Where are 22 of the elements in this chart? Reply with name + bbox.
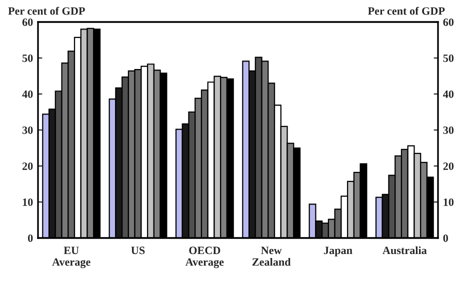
y-tick-label: 20	[22, 162, 33, 170]
y-tick-label: 0	[28, 234, 33, 242]
y-tick-label: 50	[22, 54, 33, 62]
y2-tick-label: 10	[444, 198, 454, 206]
y2-tick-label: 0	[443, 234, 448, 242]
y2-tick-label: 20	[443, 162, 454, 170]
y-tick-label: 60	[22, 18, 33, 26]
y-axis-title: Per cent of GDP	[8, 6, 85, 15]
x-tick-label: New Zealand	[252, 246, 291, 266]
x-tick-label: US	[131, 246, 145, 254]
x-tick-label: EU Average	[52, 246, 90, 268]
x-tick-label: Japan	[324, 246, 352, 256]
x-tick-label: OECD Average	[185, 246, 224, 268]
y-tick-label: 10	[22, 198, 33, 206]
y2-tick-label: 50	[443, 54, 454, 62]
y-tick-label: 30	[22, 126, 33, 134]
y2-tick-label: 30	[443, 126, 454, 134]
x-tick-label: Australia	[382, 246, 427, 254]
y2-tick-label: 40	[443, 90, 454, 98]
y-tick-label: 40	[22, 90, 33, 98]
y2-axis-title: Per cent of GDP	[368, 6, 445, 15]
y2-tick-label: 60	[443, 18, 454, 26]
